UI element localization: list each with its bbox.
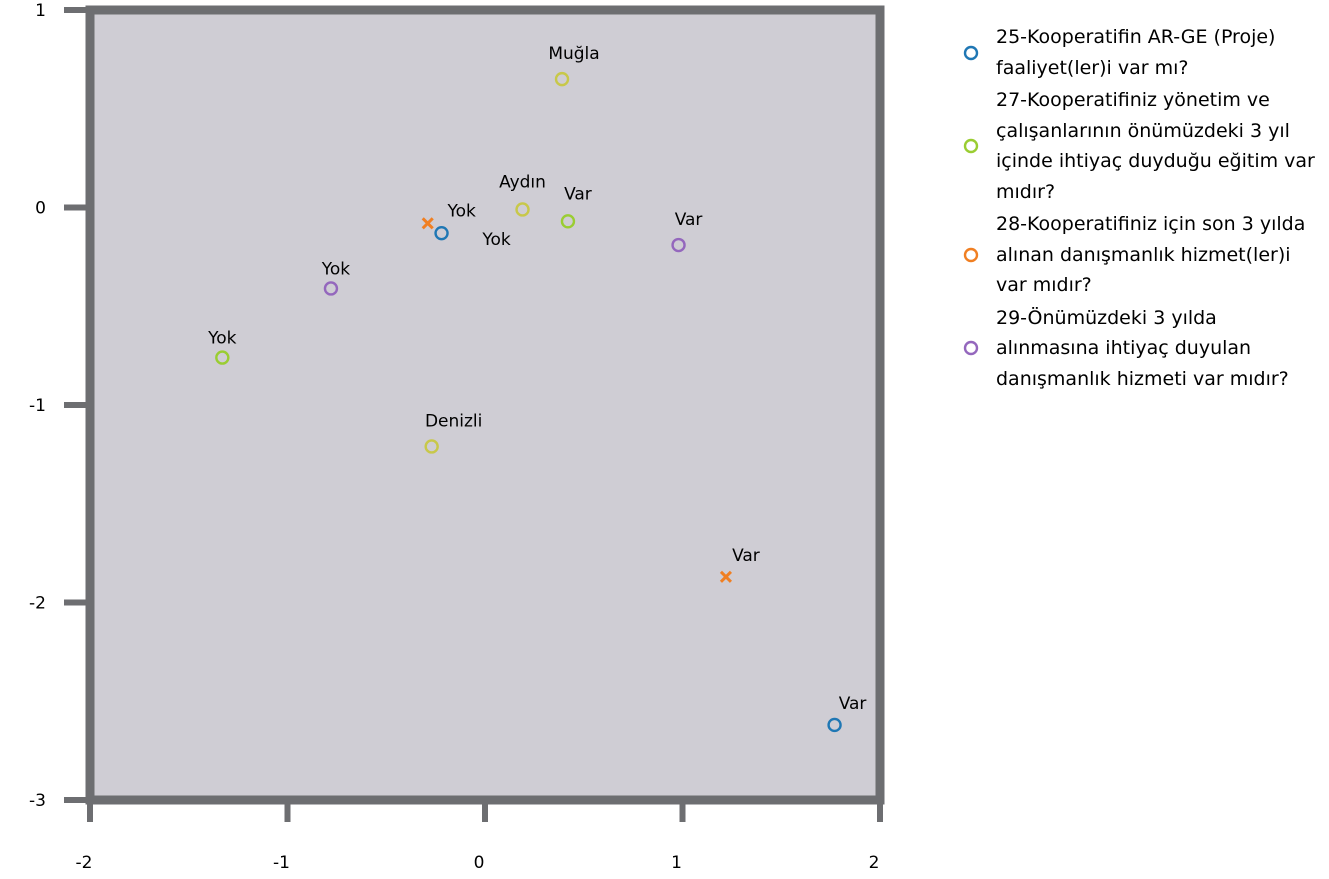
y-tick-label-4: -3 — [29, 791, 46, 811]
point-label-s2-p1: Var — [732, 546, 760, 566]
data-points — [215, 71, 842, 733]
point-s2-p0 — [421, 217, 434, 230]
point-label-s4-p2: Denizli — [425, 411, 482, 431]
legend-item-q25: 25-Kooperatifin AR-GE (Proje) faaliyet(l… — [962, 22, 1327, 83]
y-tick-label-2: -1 — [29, 396, 46, 416]
plot-area — [85, 5, 885, 805]
legend-marker-q25 — [962, 44, 996, 62]
legend-label-q25: 25-Kooperatifin AR-GE (Proje) faaliyet(l… — [996, 26, 1276, 79]
legend-label-q28: 28-Kooperatifiniz için son 3 yılda alına… — [996, 213, 1306, 296]
x-tick-label-0: -2 — [76, 853, 93, 873]
point-label-s4-p1: Aydın — [499, 172, 546, 192]
x-tick-label-3: 1 — [671, 853, 682, 873]
point-label-s1-p1: Var — [564, 184, 592, 204]
legend-marker-q27 — [962, 137, 996, 155]
point-label-s3-p1: Var — [675, 210, 703, 230]
y-tick-label-1: 0 — [35, 199, 46, 219]
point-label-s3-p0: Yok — [321, 259, 351, 279]
point-s0-p0 — [434, 225, 449, 241]
tick-labels: -2 -1 0 1 2 1 0 -1 -2 -3 — [29, 1, 879, 873]
point-labels: Yok Var Yok Var Yok Var Yok Var Muğla Aydın Denizl… — [207, 44, 866, 714]
legend-circle-q29 — [963, 341, 979, 356]
point-s3-p0 — [323, 281, 339, 296]
point-label-s1-p0: Yok — [207, 329, 237, 349]
point-label-s2-p0: Yok — [447, 201, 477, 221]
legend: 25-Kooperatifin AR-GE (Proje) faaliyet(l… — [962, 22, 1327, 396]
point-s4-p0 — [554, 71, 570, 87]
legend-circle-q27 — [963, 138, 979, 154]
point-s4-p1 — [515, 202, 530, 217]
point-label-s4-p0: Muğla — [548, 44, 599, 64]
legend-item-q29: 29-Önümüzdeki 3 yılda alınmasına ihtiyaç… — [962, 303, 1327, 395]
point-s1-p1 — [560, 214, 576, 229]
legend-label-q29: 29-Önümüzdeki 3 yılda alınmasına ihtiyaç… — [996, 306, 1289, 390]
legend-circle-q25 — [963, 45, 979, 60]
axis-ticks — [64, 7, 883, 822]
point-label-s0-p0: Yok — [481, 230, 511, 250]
point-label-s0-p1: Var — [839, 694, 867, 714]
legend-item-q28: 28-Kooperatifiniz için son 3 yılda alına… — [962, 209, 1327, 301]
legend-item-q27: 27-Kooperatifiniz yönetim ve çalışanları… — [962, 85, 1327, 207]
legend-circle-q28 — [963, 247, 979, 262]
point-s1-p0 — [215, 350, 230, 365]
x-tick-label-1: -1 — [273, 853, 290, 873]
point-s2-p1 — [719, 570, 733, 583]
y-tick-label-3: -2 — [29, 594, 46, 614]
legend-marker-q29 — [962, 339, 996, 357]
point-s0-p1 — [827, 717, 842, 733]
point-s4-p2 — [424, 439, 439, 454]
point-s3-p1 — [671, 237, 686, 253]
x-tick-label-4: 2 — [869, 853, 880, 873]
y-tick-label-0: 1 — [35, 1, 46, 21]
legend-label-q27: 27-Kooperatifiniz yönetim ve çalışanları… — [996, 89, 1315, 203]
x-tick-label-2: 0 — [474, 853, 485, 873]
legend-marker-q28 — [962, 246, 996, 264]
